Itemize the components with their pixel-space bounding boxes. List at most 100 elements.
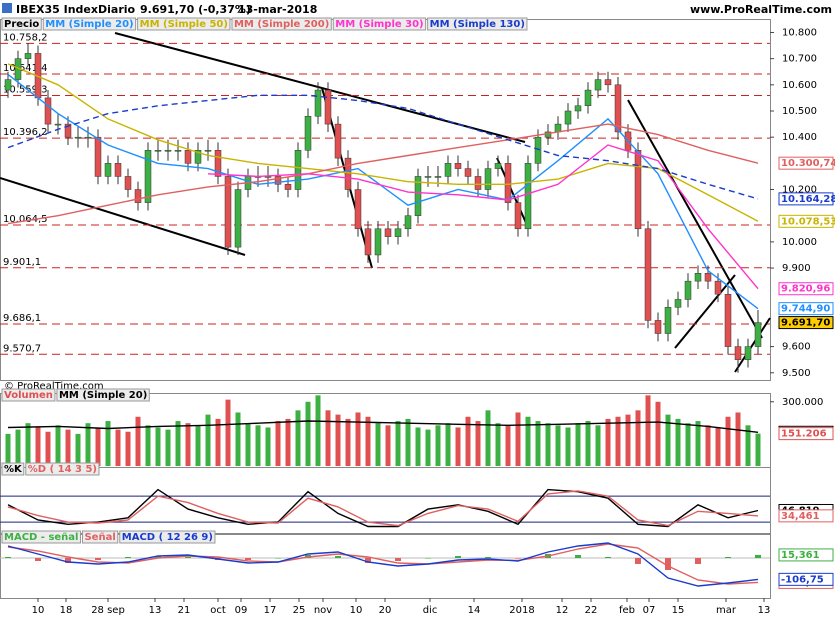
- candle-body: [754, 322, 762, 347]
- date: 13-mar-2018: [238, 3, 317, 16]
- volume-bar: [225, 399, 231, 466]
- y-tick-label: 9.900: [782, 263, 811, 274]
- x-tick-label: 2018: [509, 605, 534, 616]
- candle-body: [534, 136, 542, 164]
- candle-body: [194, 150, 202, 164]
- volume-bar: [565, 427, 571, 466]
- copyright: © ProRealTime.com: [4, 381, 104, 392]
- histogram-bar: [695, 558, 701, 564]
- volume-bar: [5, 433, 11, 466]
- candle-body: [454, 163, 462, 169]
- candle-body: [474, 176, 482, 190]
- x-tick-label: 14: [468, 605, 481, 616]
- level-label: 9.570,7: [3, 343, 41, 354]
- candle-body: [174, 150, 182, 152]
- volume-bar: [665, 414, 671, 466]
- candle-body: [424, 176, 432, 178]
- volume-bar: [385, 425, 391, 466]
- candle-body: [724, 293, 732, 347]
- x-tick-label: mar: [716, 605, 737, 616]
- volume-bar: [455, 427, 461, 466]
- legend-box: [25, 462, 100, 476]
- volume-bar: [415, 427, 421, 466]
- series-line: [7, 420, 759, 433]
- volume-bar: [135, 416, 141, 466]
- legend-item: MM (Simple 50): [140, 19, 228, 30]
- legend-box: [119, 530, 216, 544]
- volume-bar: [65, 429, 71, 466]
- candle-body: [374, 228, 382, 256]
- volume-bar: [115, 429, 121, 466]
- x-tick-label: 17: [264, 605, 277, 616]
- x-tick-label: 07: [643, 605, 656, 616]
- candle-body: [234, 189, 242, 248]
- histogram-bar: [65, 558, 71, 563]
- volume-bar: [85, 423, 91, 466]
- candle-body: [104, 163, 112, 177]
- value-label-box: [778, 302, 834, 316]
- volume-bar: [335, 414, 341, 466]
- candle-body: [464, 168, 472, 177]
- volume-bar: [265, 427, 271, 466]
- candle-body: [114, 163, 122, 177]
- candle-body: [54, 123, 62, 126]
- candle-body: [364, 228, 372, 256]
- volume-bar: [245, 423, 251, 466]
- value-label: 10.300,74: [781, 158, 835, 169]
- y-tick-label: 10.700: [782, 54, 817, 65]
- x-tick-label: dic: [423, 605, 438, 616]
- x-tick-label: 10: [350, 605, 363, 616]
- histogram-bar: [635, 558, 641, 564]
- value-label: 10.164,28: [781, 194, 835, 205]
- trend-line: [674, 274, 736, 349]
- candle-body: [404, 215, 412, 230]
- candle-body: [744, 346, 752, 360]
- x-tick-label: 20: [379, 605, 392, 616]
- volume-bar: [255, 425, 261, 466]
- candle-body: [334, 123, 342, 159]
- y-tick-label: 10.800: [782, 27, 817, 38]
- candle-body: [134, 189, 142, 203]
- trend-line: [114, 32, 526, 143]
- legend-box: [56, 388, 150, 402]
- x-tick-label: 12: [556, 605, 569, 616]
- volume-bar: [445, 423, 451, 466]
- volume-bar: [165, 429, 171, 466]
- candle-body: [94, 136, 102, 177]
- candle-body: [24, 53, 32, 59]
- volume-bar: [475, 421, 481, 466]
- volume-bar: [315, 395, 321, 466]
- logo-icon: [2, 3, 12, 13]
- volume-bar: [425, 429, 431, 466]
- x-tick-label: 25: [293, 605, 306, 616]
- candle-body: [84, 136, 92, 139]
- candle-body: [144, 150, 152, 203]
- legend-box: [1, 388, 56, 402]
- histogram-bar: [155, 556, 161, 558]
- value-label-box: [778, 156, 834, 170]
- x-tick-label: 13: [758, 605, 771, 616]
- histogram-bar: [725, 557, 731, 558]
- candle-body: [694, 273, 702, 282]
- candle-body: [714, 280, 722, 295]
- candle-body: [614, 84, 622, 133]
- level-label: 10.396,2: [3, 127, 48, 138]
- legend-item: MM (Simple 200): [234, 19, 329, 30]
- candle-body: [314, 89, 322, 117]
- volume-bar: [355, 412, 361, 466]
- candle-body: [284, 184, 292, 190]
- series-line: [7, 94, 759, 200]
- histogram-bar: [455, 556, 461, 558]
- x-tick-label: 18: [60, 605, 73, 616]
- candle-body: [554, 123, 562, 133]
- candle-body: [494, 163, 502, 169]
- volume-bar: [345, 418, 351, 466]
- y-tick-label: 10.500: [782, 106, 817, 117]
- candle-body: [384, 228, 392, 237]
- volume-bar: [35, 427, 41, 466]
- level-label: 10.559,3: [3, 84, 48, 95]
- value-label: 10.078,53: [781, 216, 835, 227]
- candle-body: [604, 79, 612, 86]
- x-tick-label: 21: [178, 605, 191, 616]
- candle-body: [504, 163, 512, 203]
